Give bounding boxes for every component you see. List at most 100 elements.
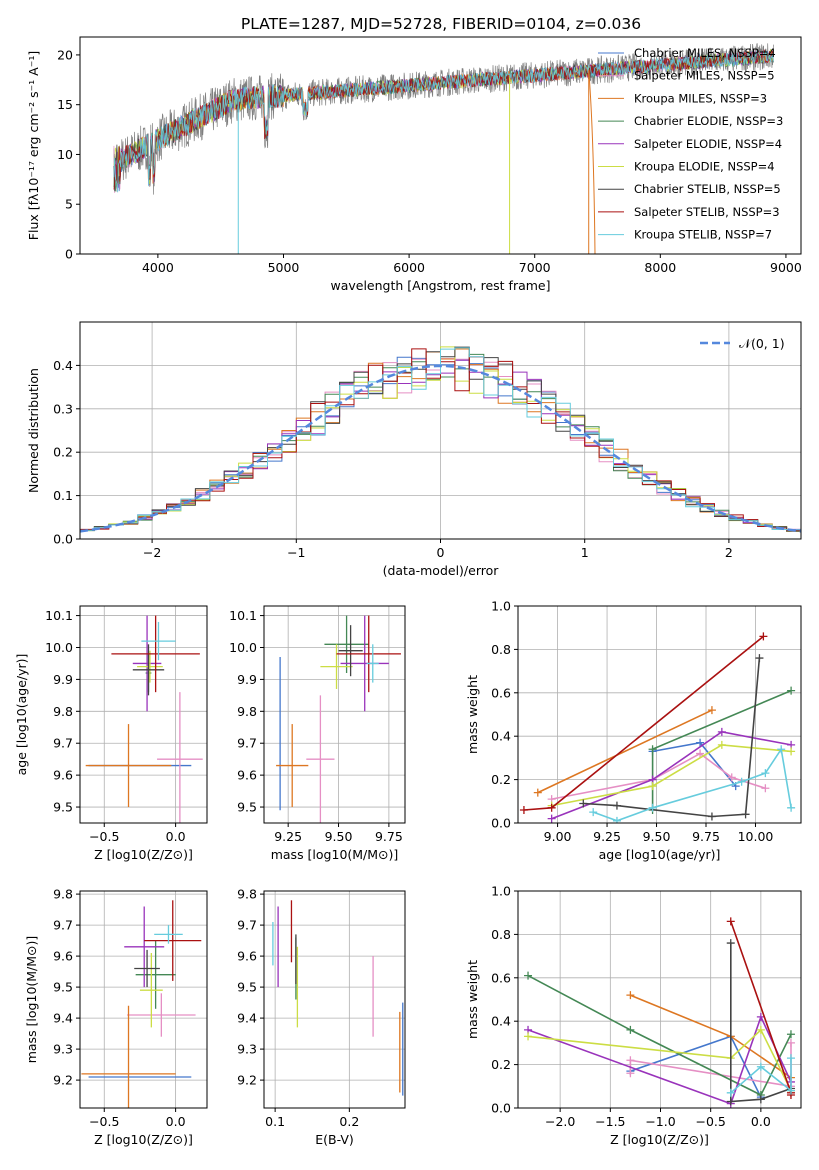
weight-marker — [726, 1088, 735, 1097]
weight-marker — [519, 805, 528, 814]
plot-area — [524, 917, 795, 1108]
y-tick-label: 9.3 — [237, 1042, 257, 1057]
y-tick-label: 9.5 — [53, 800, 73, 815]
weight-marker — [547, 814, 556, 823]
weight-marker — [524, 971, 533, 980]
y-axis-label: mass weight — [465, 675, 480, 754]
weight-marker — [726, 939, 735, 948]
x-axis-label: Z [log10(Z/Z⊙)] — [610, 1132, 709, 1147]
weight-marker — [579, 799, 588, 808]
weight-marker — [626, 991, 635, 1000]
weight-marker — [726, 917, 735, 926]
y-tick-label: 9.7 — [53, 736, 73, 751]
x-tick-label: 9.75 — [375, 829, 403, 844]
y-tick-label: 9.7 — [237, 736, 257, 751]
axes-box — [517, 605, 802, 824]
weight-marker — [787, 803, 796, 812]
y-tick-label: 9.4 — [53, 1011, 73, 1026]
weight-marker — [547, 803, 556, 812]
weight-marker — [786, 1086, 795, 1095]
weight-line — [527, 1028, 792, 1091]
data-spectrum-line — [113, 43, 774, 195]
weight-marker — [589, 808, 598, 817]
weight-marker — [707, 706, 716, 715]
weight-line — [730, 1058, 792, 1094]
x-tick-label: 0.2 — [339, 1114, 359, 1129]
x-axis-label: Z [log10(Z/Z⊙)] — [94, 847, 193, 862]
y-tick-label: 9.5 — [53, 980, 73, 995]
x-tick-label: 0 — [437, 545, 445, 560]
y-tick-label: 9.2 — [237, 1073, 257, 1088]
residual-histogram-axes: −2 −1 0 1 2 0.0 0.1 0.2 0.3 0.4 (data-model)/error… — [26, 321, 802, 578]
weight-marker — [524, 1032, 533, 1041]
errorbar-axes-3: 9.25 9.50 9.75 9.5 9.6 9.7 9.8 9.9 10.0 10.1 mass … — [229, 605, 406, 862]
x-tick-label: 9.50 — [643, 829, 671, 844]
y-tick-label: 9.9 — [237, 672, 257, 687]
axes-box — [263, 605, 406, 824]
x-axis-label: age [log10(age/yr)] — [599, 847, 721, 862]
y-tick-label: 0 — [65, 247, 73, 262]
x-axis-label: wavelength [Angstrom, rest frame] — [330, 278, 550, 293]
plot-area — [81, 900, 202, 1108]
y-tick-label: 10.0 — [229, 640, 257, 655]
plot-area — [113, 43, 774, 254]
y-tick-label: 9.6 — [237, 768, 257, 783]
x-tick-label: 0.0 — [166, 829, 186, 844]
x-tick-label: 8000 — [644, 260, 676, 275]
x-tick-label: 1 — [581, 545, 589, 560]
weight-marker — [737, 777, 746, 786]
axes-frame: −2.0 −1.5 −1.0 −0.5 0.0 0.0 0.2 0.4 0.6 0.8 1.0 Z [… — [465, 884, 802, 1147]
x-tick-label: −1.0 — [645, 1114, 675, 1129]
y-tick-label: 10.0 — [45, 640, 73, 655]
y-tick-label: 9.5 — [237, 980, 257, 995]
weight-marker — [777, 745, 786, 754]
x-tick-label: −1 — [287, 545, 305, 560]
y-tick-label: 0.0 — [53, 532, 73, 547]
y-axis-label: Normed distribution — [26, 368, 41, 493]
y-tick-label: 9.5 — [237, 800, 257, 815]
weight-marker — [741, 810, 750, 819]
legend-label: Salpeter STELIB, NSSP=3 — [634, 205, 780, 219]
x-tick-label: 9000 — [770, 260, 802, 275]
weight-marker — [761, 769, 770, 778]
y-tick-label: 9.6 — [237, 949, 257, 964]
gaussian-curve — [80, 364, 801, 533]
y-tick-label: 9.9 — [53, 672, 73, 687]
weight-marker — [696, 738, 705, 747]
y-tick-label: 9.6 — [53, 768, 73, 783]
weight-marker — [612, 816, 621, 823]
y-tick-label: 0.4 — [53, 358, 73, 373]
y-tick-label: 9.7 — [53, 918, 73, 933]
y-axis-label: Flux [fλ10⁻¹⁷ erg cm⁻² s⁻¹ A⁻¹] — [26, 51, 41, 240]
weight-marker — [707, 812, 716, 821]
legend-label: Chabrier ELODIE, NSSP=3 — [634, 114, 783, 128]
y-tick-label: 1.0 — [491, 884, 511, 899]
y-tick-label: 0.3 — [53, 401, 73, 416]
axes-box — [517, 890, 802, 1109]
spectrum-axes: 4000 5000 6000 7000 8000 9000 0 5 10 15 20 waveleng… — [26, 36, 802, 293]
weight-marker — [756, 1062, 765, 1071]
legend-label: Salpeter ELODIE, NSSP=4 — [634, 137, 782, 151]
legend-label: Chabrier MILES, NSSP=4 — [634, 46, 776, 60]
x-tick-label: 2 — [725, 545, 733, 560]
plot-area — [276, 615, 401, 823]
weight-marker — [626, 1025, 635, 1034]
y-tick-label: 10 — [57, 147, 73, 162]
mass-weight-axes-4: 9.00 9.25 9.50 9.75 10.00 0.0 0.2 0.4 0.6 0.8 1.0 a… — [465, 599, 802, 862]
weight-line — [523, 635, 764, 811]
x-axis-label: Z [log10(Z/Z⊙)] — [94, 1132, 193, 1147]
axes-frame: −0.5 0.0 9.2 9.3 9.4 9.5 9.6 9.7 9.8 Z [log10(Z/Z… — [24, 887, 208, 1147]
x-tick-label: 9.25 — [274, 829, 302, 844]
y-tick-label: 9.8 — [237, 887, 257, 902]
y-tick-label: 5 — [65, 197, 73, 212]
weight-marker — [755, 654, 764, 663]
weight-line — [583, 658, 761, 818]
y-tick-label: 0.6 — [491, 970, 511, 985]
legend-label: Salpeter MILES, NSSP=5 — [634, 69, 775, 83]
y-tick-label: 0.1 — [53, 488, 73, 503]
x-tick-label: 9.00 — [544, 829, 572, 844]
x-tick-label: 9.25 — [593, 829, 621, 844]
mass-weight-axes-7: −2.0 −1.5 −1.0 −0.5 0.0 0.0 0.2 0.4 0.6 0.8 1.0 Z [… — [465, 884, 802, 1147]
weight-marker — [626, 1069, 635, 1078]
x-tick-label: 5000 — [268, 260, 300, 275]
